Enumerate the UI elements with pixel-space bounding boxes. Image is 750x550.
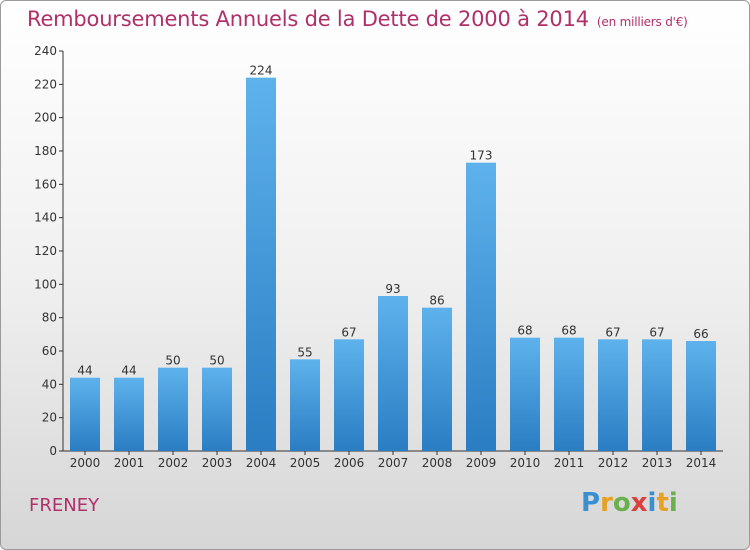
bar [202,367,232,451]
bar-value-label: 93 [385,282,400,296]
bar [422,307,452,451]
bar-value-label: 67 [605,325,620,339]
x-tick-label: 2005 [290,456,321,470]
y-tick-label: 240 [34,44,57,58]
x-tick-label: 2012 [598,456,629,470]
x-tick-label: 2013 [642,456,673,470]
bar-value-label: 67 [341,325,356,339]
bar-value-label: 68 [517,324,532,338]
bar [686,341,716,451]
y-tick-label: 100 [34,277,57,291]
bar [114,377,144,451]
bar-value-label: 224 [250,64,273,78]
bar [642,339,672,451]
x-tick-label: 2011 [554,456,585,470]
bar-value-label: 44 [121,364,136,378]
bars [70,77,716,452]
bar-value-label: 173 [470,149,493,163]
bar [246,77,276,452]
data-labels: 44 44 50 50 224 55 67 93 86 173 68 68 67 67 66 [77,64,708,378]
x-tick-label: 2004 [246,456,277,470]
y-tick-label: 140 [34,211,57,225]
y-tick-label: 220 [34,77,57,91]
bar [70,377,100,451]
y-axis: 0 20 40 60 80 100 120 140 160 180 200 220 240 [34,44,64,458]
y-tick-label: 120 [34,244,57,258]
x-tick-label: 2010 [510,456,541,470]
bar-value-label: 50 [165,354,180,368]
y-tick-label: 180 [34,144,57,158]
proxiti-logo: Proxiti [581,488,678,518]
bar-value-label: 86 [429,294,444,308]
y-tick-label: 160 [34,177,57,191]
x-tick-label: 2002 [158,456,189,470]
x-axis: 2000 2001 2002 2003 2004 2005 2006 2007 2008 2009… [63,450,723,470]
bar [598,339,628,451]
bar-value-label: 50 [209,354,224,368]
x-tick-label: 2014 [686,456,717,470]
x-tick-label: 2003 [202,456,233,470]
bar-value-label: 66 [693,327,708,341]
bar [334,339,364,451]
bar-value-label: 67 [649,325,664,339]
bar [158,367,188,451]
x-tick-label: 2000 [70,456,101,470]
x-tick-label: 2009 [466,456,497,470]
y-tick-label: 0 [49,444,57,458]
bar [290,359,320,451]
x-tick-label: 2008 [422,456,453,470]
bar [510,337,540,451]
bar [466,162,496,451]
y-tick-label: 200 [34,111,57,125]
bar-value-label: 68 [561,324,576,338]
commune-name: FRENEY [29,495,100,516]
x-tick-label: 2001 [114,456,145,470]
y-tick-label: 80 [42,311,57,325]
bar [554,337,584,451]
chart-subtitle: (en milliers d'€) [596,15,688,29]
x-tick-label: 2007 [378,456,409,470]
y-tick-label: 60 [42,344,57,358]
x-tick-label: 2006 [334,456,365,470]
y-tick-label: 40 [42,377,57,391]
bar-value-label: 44 [77,364,92,378]
y-tick-label: 20 [42,411,57,425]
chart-title: Remboursements Annuels de la Dette de 20… [27,7,688,31]
bar-value-label: 55 [297,345,312,359]
bar [378,296,408,451]
